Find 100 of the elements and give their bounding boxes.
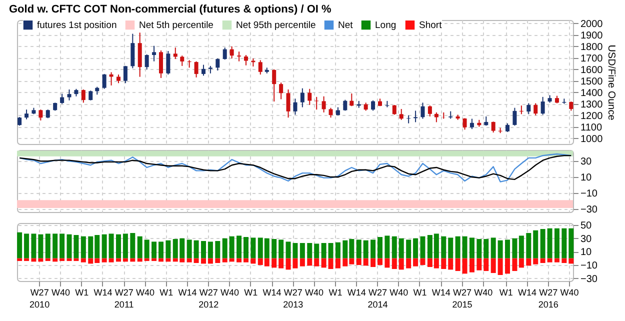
bar bbox=[122, 258, 128, 262]
bar bbox=[200, 241, 206, 258]
bar bbox=[462, 236, 468, 258]
bar bbox=[335, 242, 340, 258]
bar bbox=[413, 258, 418, 266]
bar bbox=[314, 258, 320, 266]
y-tick-label: 1300 bbox=[580, 99, 604, 110]
candlestick bbox=[512, 107, 517, 126]
bar bbox=[469, 258, 474, 272]
y-tick-label: 1200 bbox=[580, 110, 604, 122]
bar bbox=[243, 237, 248, 258]
bar bbox=[116, 258, 121, 262]
bar bbox=[568, 258, 574, 264]
candlestick bbox=[279, 82, 284, 100]
bar bbox=[152, 258, 157, 261]
chart-title: Gold w. CFTC COT Non-commercial (futures & options) / OI % bbox=[9, 3, 332, 16]
bar bbox=[392, 258, 397, 269]
bar bbox=[505, 258, 510, 274]
bar bbox=[52, 258, 58, 262]
candlestick bbox=[406, 114, 411, 124]
x-tick-label: W27 2014 bbox=[368, 288, 388, 310]
bar bbox=[24, 258, 30, 261]
candlestick bbox=[414, 110, 418, 123]
x-tick-label: W1 bbox=[160, 288, 174, 298]
bar bbox=[554, 258, 560, 262]
candlestick bbox=[300, 88, 304, 108]
x-tick-label: W14 bbox=[262, 288, 282, 298]
bar bbox=[60, 234, 65, 258]
y-tick-label: 1900 bbox=[580, 30, 604, 42]
y-tick-label: 2000 bbox=[580, 18, 604, 30]
x-tick-label: W1 bbox=[244, 288, 258, 298]
bar bbox=[370, 240, 376, 258]
candlestick bbox=[158, 50, 163, 78]
legend-label: Net 95th percentile bbox=[236, 20, 316, 32]
bar bbox=[384, 236, 390, 258]
bar bbox=[490, 238, 496, 258]
bar bbox=[229, 236, 234, 258]
candlestick bbox=[371, 100, 376, 112]
bar bbox=[186, 258, 192, 262]
x-tick-label: W40 bbox=[474, 288, 493, 298]
bar bbox=[208, 242, 213, 258]
bar bbox=[137, 258, 142, 262]
x-tick-label: W40 bbox=[136, 288, 154, 298]
bar bbox=[45, 234, 50, 258]
candlestick bbox=[60, 93, 64, 104]
x-tick-label: W14 bbox=[94, 288, 112, 298]
bar bbox=[335, 258, 340, 268]
candlestick bbox=[420, 102, 425, 120]
candlestick bbox=[484, 116, 488, 126]
bar bbox=[321, 243, 326, 258]
candlestick bbox=[216, 58, 220, 72]
y-tick-label: 30 bbox=[580, 156, 592, 168]
y-tick-label: 1700 bbox=[580, 53, 604, 64]
bar bbox=[328, 243, 334, 258]
bar bbox=[38, 234, 44, 258]
bar bbox=[215, 241, 220, 258]
bar bbox=[420, 258, 426, 265]
candlestick bbox=[102, 73, 106, 90]
candlestick bbox=[540, 96, 545, 116]
bar bbox=[45, 258, 50, 261]
bar bbox=[300, 243, 305, 258]
candlestick bbox=[38, 109, 43, 121]
bar bbox=[272, 239, 277, 258]
bar bbox=[158, 258, 164, 262]
bar bbox=[498, 240, 503, 258]
y-axis-title: USD/Fine Ounce bbox=[606, 44, 617, 121]
x-tick-label: W14 bbox=[518, 288, 537, 298]
bar bbox=[278, 258, 284, 268]
candlestick bbox=[81, 88, 86, 104]
bar bbox=[194, 240, 199, 258]
bar bbox=[250, 238, 256, 258]
y-tick-label: −10 bbox=[580, 260, 598, 272]
x-tick-label: W27 2011 bbox=[114, 288, 134, 310]
bar bbox=[307, 258, 312, 266]
bar bbox=[455, 258, 460, 271]
bar bbox=[194, 258, 199, 263]
bar bbox=[420, 236, 426, 258]
candlestick bbox=[491, 121, 496, 134]
y-tick-label: 1100 bbox=[580, 122, 602, 134]
candlestick bbox=[194, 60, 198, 78]
bar bbox=[80, 236, 86, 258]
bar bbox=[533, 258, 538, 264]
legend-label: futures 1st position bbox=[37, 20, 117, 32]
bar bbox=[102, 258, 107, 262]
bar bbox=[476, 258, 482, 270]
bar bbox=[512, 238, 518, 258]
bar bbox=[31, 234, 36, 258]
bar bbox=[17, 258, 22, 261]
bar bbox=[31, 258, 36, 262]
bar bbox=[384, 258, 390, 268]
bar bbox=[38, 258, 44, 262]
bar bbox=[356, 240, 362, 258]
bar bbox=[60, 258, 65, 261]
bar bbox=[498, 258, 503, 275]
bar bbox=[398, 258, 404, 270]
bar bbox=[363, 258, 368, 266]
bar bbox=[24, 234, 30, 258]
candlestick bbox=[173, 47, 178, 60]
bar bbox=[272, 258, 277, 268]
bar bbox=[108, 258, 114, 262]
